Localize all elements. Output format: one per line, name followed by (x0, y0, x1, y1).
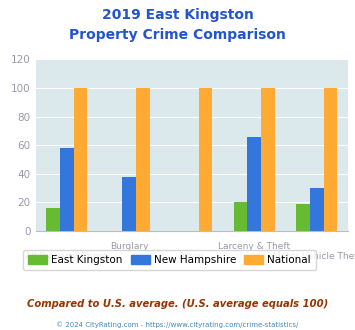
Bar (234, 202, 247, 231)
Text: Motor Vehicle Theft: Motor Vehicle Theft (273, 252, 355, 261)
Bar (136, 88, 150, 231)
Bar (198, 88, 212, 231)
Text: Compared to U.S. average. (U.S. average equals 100): Compared to U.S. average. (U.S. average … (27, 299, 328, 309)
Bar (60, 148, 73, 231)
Bar (261, 88, 275, 231)
Text: Property Crime Comparison: Property Crime Comparison (69, 28, 286, 42)
Text: Burglary: Burglary (110, 243, 148, 251)
Text: 2019 East Kingston: 2019 East Kingston (102, 8, 253, 22)
Bar (247, 137, 261, 231)
Text: © 2024 CityRating.com - https://www.cityrating.com/crime-statistics/: © 2024 CityRating.com - https://www.city… (56, 322, 299, 328)
Legend: East Kingston, New Hampshire, National: East Kingston, New Hampshire, National (23, 250, 316, 270)
Text: Arson: Arson (179, 252, 204, 261)
Text: All Property Crime: All Property Crime (26, 252, 108, 261)
Bar (122, 177, 136, 231)
Bar (310, 188, 323, 231)
Bar (296, 204, 310, 231)
Bar (46, 208, 60, 231)
Bar (73, 88, 87, 231)
Text: Larceny & Theft: Larceny & Theft (218, 243, 290, 251)
Bar (323, 88, 337, 231)
